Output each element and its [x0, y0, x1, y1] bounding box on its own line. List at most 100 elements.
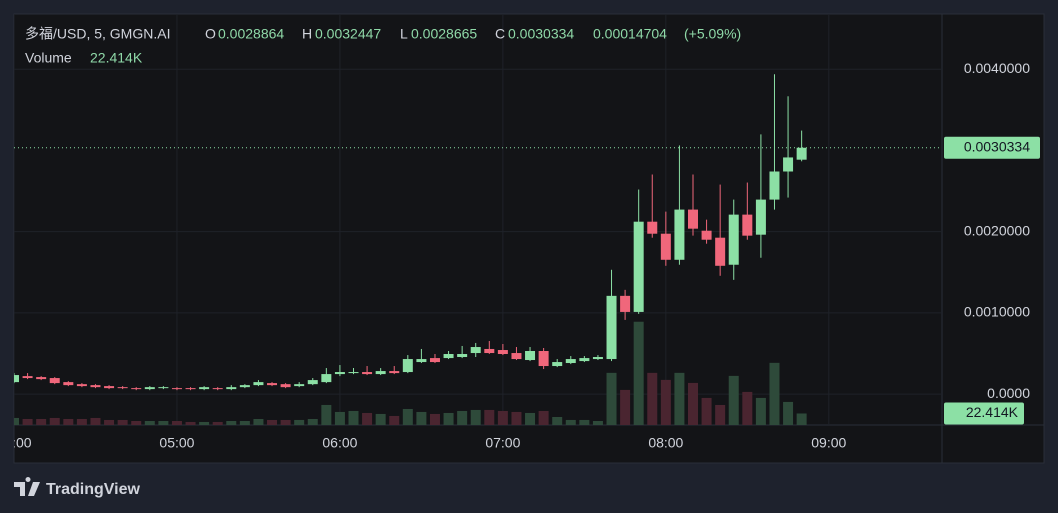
volume-bar: [728, 375, 739, 425]
candle-body: [253, 382, 264, 386]
candle-body: [416, 359, 427, 363]
candle-body: [633, 221, 644, 312]
candle-body: [592, 357, 603, 360]
volume-bar: [783, 401, 794, 425]
volume-bar: [565, 419, 576, 425]
candle-body: [402, 359, 413, 373]
y-tick-label: 0.0000: [987, 385, 1030, 401]
x-tick-label: 08:00: [648, 435, 683, 451]
change-percent: (+5.09%): [684, 26, 741, 42]
brand-name: TradingView: [46, 481, 141, 498]
x-tick-label: 06:00: [322, 435, 357, 451]
candle-body: [796, 147, 807, 160]
volume-bar: [402, 408, 413, 425]
volume-bar: [470, 409, 481, 425]
x-tick-label: 05:00: [159, 435, 194, 451]
candle-body: [701, 230, 712, 240]
volume-bar: [429, 413, 440, 425]
candle-body: [226, 387, 237, 390]
time-axis: 04:00 05:00 06:00 07:00 08:00 09:00: [0, 435, 847, 451]
x-tick-label: 04:00: [0, 435, 32, 451]
symbol: 多福/USD, 5, GMGN.AI: [25, 26, 170, 42]
legend: 多福/USD, 5, GMGN.AI O 0.0028864 H 0.00324…: [25, 26, 741, 66]
ohlc-label: C: [495, 26, 505, 42]
volume-bar: [22, 418, 33, 425]
volume-bar: [606, 372, 617, 425]
volume-bar: [660, 379, 671, 425]
candle-body: [538, 351, 549, 367]
volume-bar: [579, 419, 590, 425]
volume-bar: [280, 419, 291, 425]
candle-body: [49, 378, 60, 384]
volume-bar: [267, 419, 278, 425]
volume-bar: [117, 419, 128, 425]
volume-box: [944, 402, 1024, 425]
candle-body: [606, 295, 617, 360]
volume-bar: [144, 420, 155, 425]
candle-body: [22, 376, 33, 379]
last-price-box: [944, 136, 1040, 159]
volume-bar: [375, 413, 386, 425]
candle-body: [728, 214, 739, 265]
volume-bar: [307, 418, 318, 425]
candle-body: [647, 221, 658, 234]
candle-body: [90, 385, 101, 388]
candle-body: [63, 382, 74, 386]
candle-body: [144, 387, 155, 390]
candle-body: [334, 372, 345, 375]
candle-body: [565, 359, 576, 364]
volume-bar: [443, 412, 454, 425]
volume-bar: [199, 421, 210, 425]
volume-bar: [389, 415, 400, 425]
volume-bar: [674, 372, 685, 425]
chart-pane: [13, 13, 1045, 464]
candle-body: [484, 348, 495, 354]
last-price-label: 0.0030334: [964, 138, 1030, 154]
candle-body: [511, 353, 522, 360]
candle-body: [36, 377, 47, 380]
x-tick-label: 07:00: [485, 435, 520, 451]
candle-body: [755, 199, 766, 235]
candle-body: [104, 386, 115, 389]
volume-bar: [497, 410, 508, 425]
candle-body: [470, 347, 481, 354]
volume-bar: [484, 409, 495, 425]
candle-body: [158, 387, 169, 389]
volume-bar: [362, 412, 373, 425]
volume-bar: [552, 416, 563, 425]
volume-pane: [14, 321, 807, 425]
volume-bar: [701, 397, 712, 425]
volume-bar: [171, 420, 182, 425]
candle-body: [267, 383, 278, 386]
candle-body: [212, 388, 223, 390]
volume-axis-label: 22.414K: [966, 404, 1019, 420]
candle-body: [688, 209, 698, 229]
volume-bar: [321, 404, 332, 425]
candle-body: [14, 375, 19, 383]
volume-bar: [294, 419, 305, 425]
candle-body: [742, 214, 753, 236]
candle-body: [117, 387, 128, 389]
volume-bar: [348, 410, 359, 425]
brand-logo: [14, 477, 40, 496]
candle-body: [239, 385, 250, 388]
volume-bar: [49, 417, 60, 425]
volume-bar: [538, 410, 549, 425]
candle-body: [185, 388, 196, 390]
candle-body: [389, 371, 400, 374]
candle-body: [579, 358, 590, 362]
candle-body: [552, 362, 563, 367]
volume-bar: [334, 411, 345, 425]
volume-bar: [185, 421, 196, 425]
candle-body: [321, 374, 332, 383]
volume-bar: [715, 404, 726, 425]
volume-bar: [742, 391, 753, 425]
candle-body: [443, 354, 454, 359]
volume-bar: [592, 420, 603, 425]
volume-bar: [239, 420, 250, 425]
candle-body: [674, 209, 685, 260]
ohlc-value: 0.0028864: [218, 26, 284, 42]
candle-body: [280, 384, 291, 388]
y-tick-label: 0.0040000: [964, 60, 1030, 76]
